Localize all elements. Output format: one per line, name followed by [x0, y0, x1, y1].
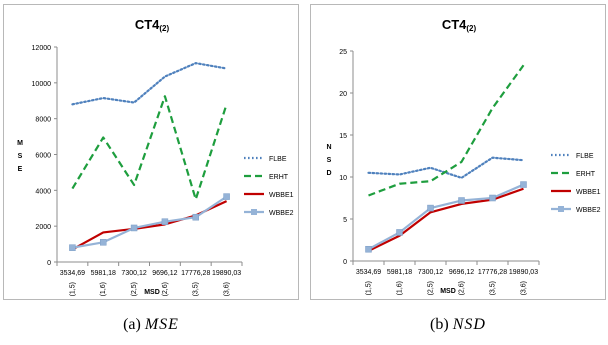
series-point-wbbe2 — [100, 239, 107, 246]
mse-chart-panel: CT4(2) 0 2000 4000 6000 8000 10000 12000 M S E 3534… — [3, 4, 299, 300]
y-tick-label: 5 — [343, 217, 347, 224]
x-category-pair-label: (2,6) — [458, 281, 465, 295]
series-line-flbe — [71, 62, 228, 106]
series-line-erht — [368, 64, 525, 197]
y-tick-label: 15 — [339, 133, 347, 140]
legend-label-erht: ERHT — [269, 174, 289, 181]
y-tick-label: 2000 — [35, 224, 51, 231]
series-point-wbbe2 — [223, 193, 230, 200]
x-category-pair-label: (1,5) — [365, 281, 372, 295]
x-category-pair-label: (2,5) — [131, 282, 138, 296]
x-category-label: 5981,18 — [387, 269, 412, 276]
x-category-pair-label: (3,6) — [223, 282, 230, 296]
x-category-label: 17776,28 — [478, 269, 507, 276]
legend-label-flbe: FLBE — [576, 153, 594, 160]
series-point-wbbe2 — [192, 213, 199, 221]
x-category-pair-label: (2,6) — [162, 282, 169, 296]
y-tick-label: 6000 — [35, 153, 51, 160]
x-axis-title: MSD — [440, 288, 456, 295]
y-tick-label: 4000 — [35, 188, 51, 195]
y-tick-label: 8000 — [35, 117, 51, 124]
caption-a-variable: MSE — [144, 316, 179, 333]
series-point-wbbe2 — [520, 181, 527, 188]
x-category-label: 3534,69 — [60, 270, 85, 277]
legend-label-wbbe1: WBBE1 — [269, 192, 294, 199]
chart-title-main: CT4 — [442, 17, 467, 32]
legend-label-flbe: FLBE — [269, 156, 287, 163]
x-category-label: 17776,28 — [181, 270, 210, 277]
series-line-erht — [71, 95, 228, 201]
caption-a: (a) MSE — [3, 316, 299, 334]
series-line-wbbe1 — [368, 187, 524, 252]
series-point-wbbe2 — [396, 229, 403, 236]
nsd-chart-panel: CT4(2) 0 5 10 15 20 25 N S D 3534,69 (1,5) 5981,18 (1… — [310, 4, 606, 300]
series-point-wbbe2 — [130, 224, 138, 232]
y-tick-label: 25 — [339, 49, 347, 56]
y-tick-label: 0 — [343, 259, 347, 266]
series-point-wbbe2 — [427, 204, 434, 212]
x-category-label: 7300,12 — [121, 270, 146, 277]
series-point-wbbe2 — [69, 244, 76, 251]
series-line-wbbe2 — [367, 183, 524, 251]
series-point-wbbe2 — [161, 218, 169, 225]
y-axis-label-letter: N — [326, 144, 331, 151]
series-point-wbbe2 — [458, 197, 465, 204]
y-tick-label: 10000 — [32, 81, 52, 88]
mse-chart: CT4(2) 0 2000 4000 6000 8000 10000 12000 MSE 3534… — [17, 17, 294, 296]
y-tick-label: 20 — [339, 91, 347, 98]
nsd-chart: CT4(2) 0 5 10 15 20 25 NSD 3534,69 (1,5) 5981,18 (1… — [326, 17, 601, 295]
y-axis-label-letter: S — [18, 153, 23, 160]
x-category-label: 9696,12 — [152, 270, 177, 277]
x-category-label: 9696,12 — [449, 269, 474, 276]
x-category-label: 19890,03 — [212, 270, 241, 277]
x-category-pair-label: (1,6) — [100, 282, 107, 296]
x-category-pair-label: (3,6) — [520, 281, 527, 295]
series-point-wbbe2 — [365, 245, 372, 253]
chart-title: CT4(2) — [442, 17, 477, 33]
legend-label-wbbe1: WBBE1 — [576, 189, 601, 196]
chart-title: CT4(2) — [135, 17, 170, 33]
x-category-pair-label: (1,6) — [396, 281, 403, 295]
series-point-wbbe2 — [489, 194, 496, 202]
chart-title-main: CT4 — [135, 17, 160, 32]
caption-b: (b) NSD — [310, 316, 606, 334]
x-category-label: 19890,03 — [509, 269, 538, 276]
x-axis-title: MSD — [144, 289, 160, 296]
legend-label-wbbe2: WBBE2 — [576, 207, 601, 214]
caption-b-variable: NSD — [452, 316, 486, 333]
x-category-pair-label: (3,5) — [489, 281, 496, 295]
caption-b-label: (b) — [430, 316, 449, 333]
y-tick-label: 0 — [47, 260, 51, 267]
y-tick-label: 10 — [339, 175, 347, 182]
series-line-flbe — [367, 156, 525, 179]
series-line-wbbe2 — [72, 195, 228, 249]
x-category-pair-label: (3,5) — [193, 282, 200, 296]
legend-label-erht: ERHT — [576, 171, 596, 178]
y-axis-label-letter: M — [17, 140, 23, 147]
legend-label-wbbe2: WBBE2 — [269, 210, 294, 217]
y-axis-label-letter: D — [326, 170, 331, 177]
x-category-pair-label: (1,5) — [69, 282, 76, 296]
y-tick-label: 12000 — [32, 45, 52, 52]
legend-marker-wbbe2 — [558, 206, 564, 212]
x-category-label: 3534,69 — [356, 269, 381, 276]
chart-title-subscript: (2) — [466, 24, 476, 33]
y-axis-label-letter: S — [327, 157, 332, 164]
x-category-label: 7300,12 — [418, 269, 443, 276]
chart-title-subscript: (2) — [159, 24, 169, 33]
y-axis-label-letter: E — [18, 166, 23, 173]
x-category-pair-label: (2,5) — [427, 281, 434, 295]
caption-a-label: (a) — [123, 316, 141, 333]
x-category-label: 5981,18 — [91, 270, 116, 277]
legend-marker-wbbe2 — [251, 209, 257, 215]
